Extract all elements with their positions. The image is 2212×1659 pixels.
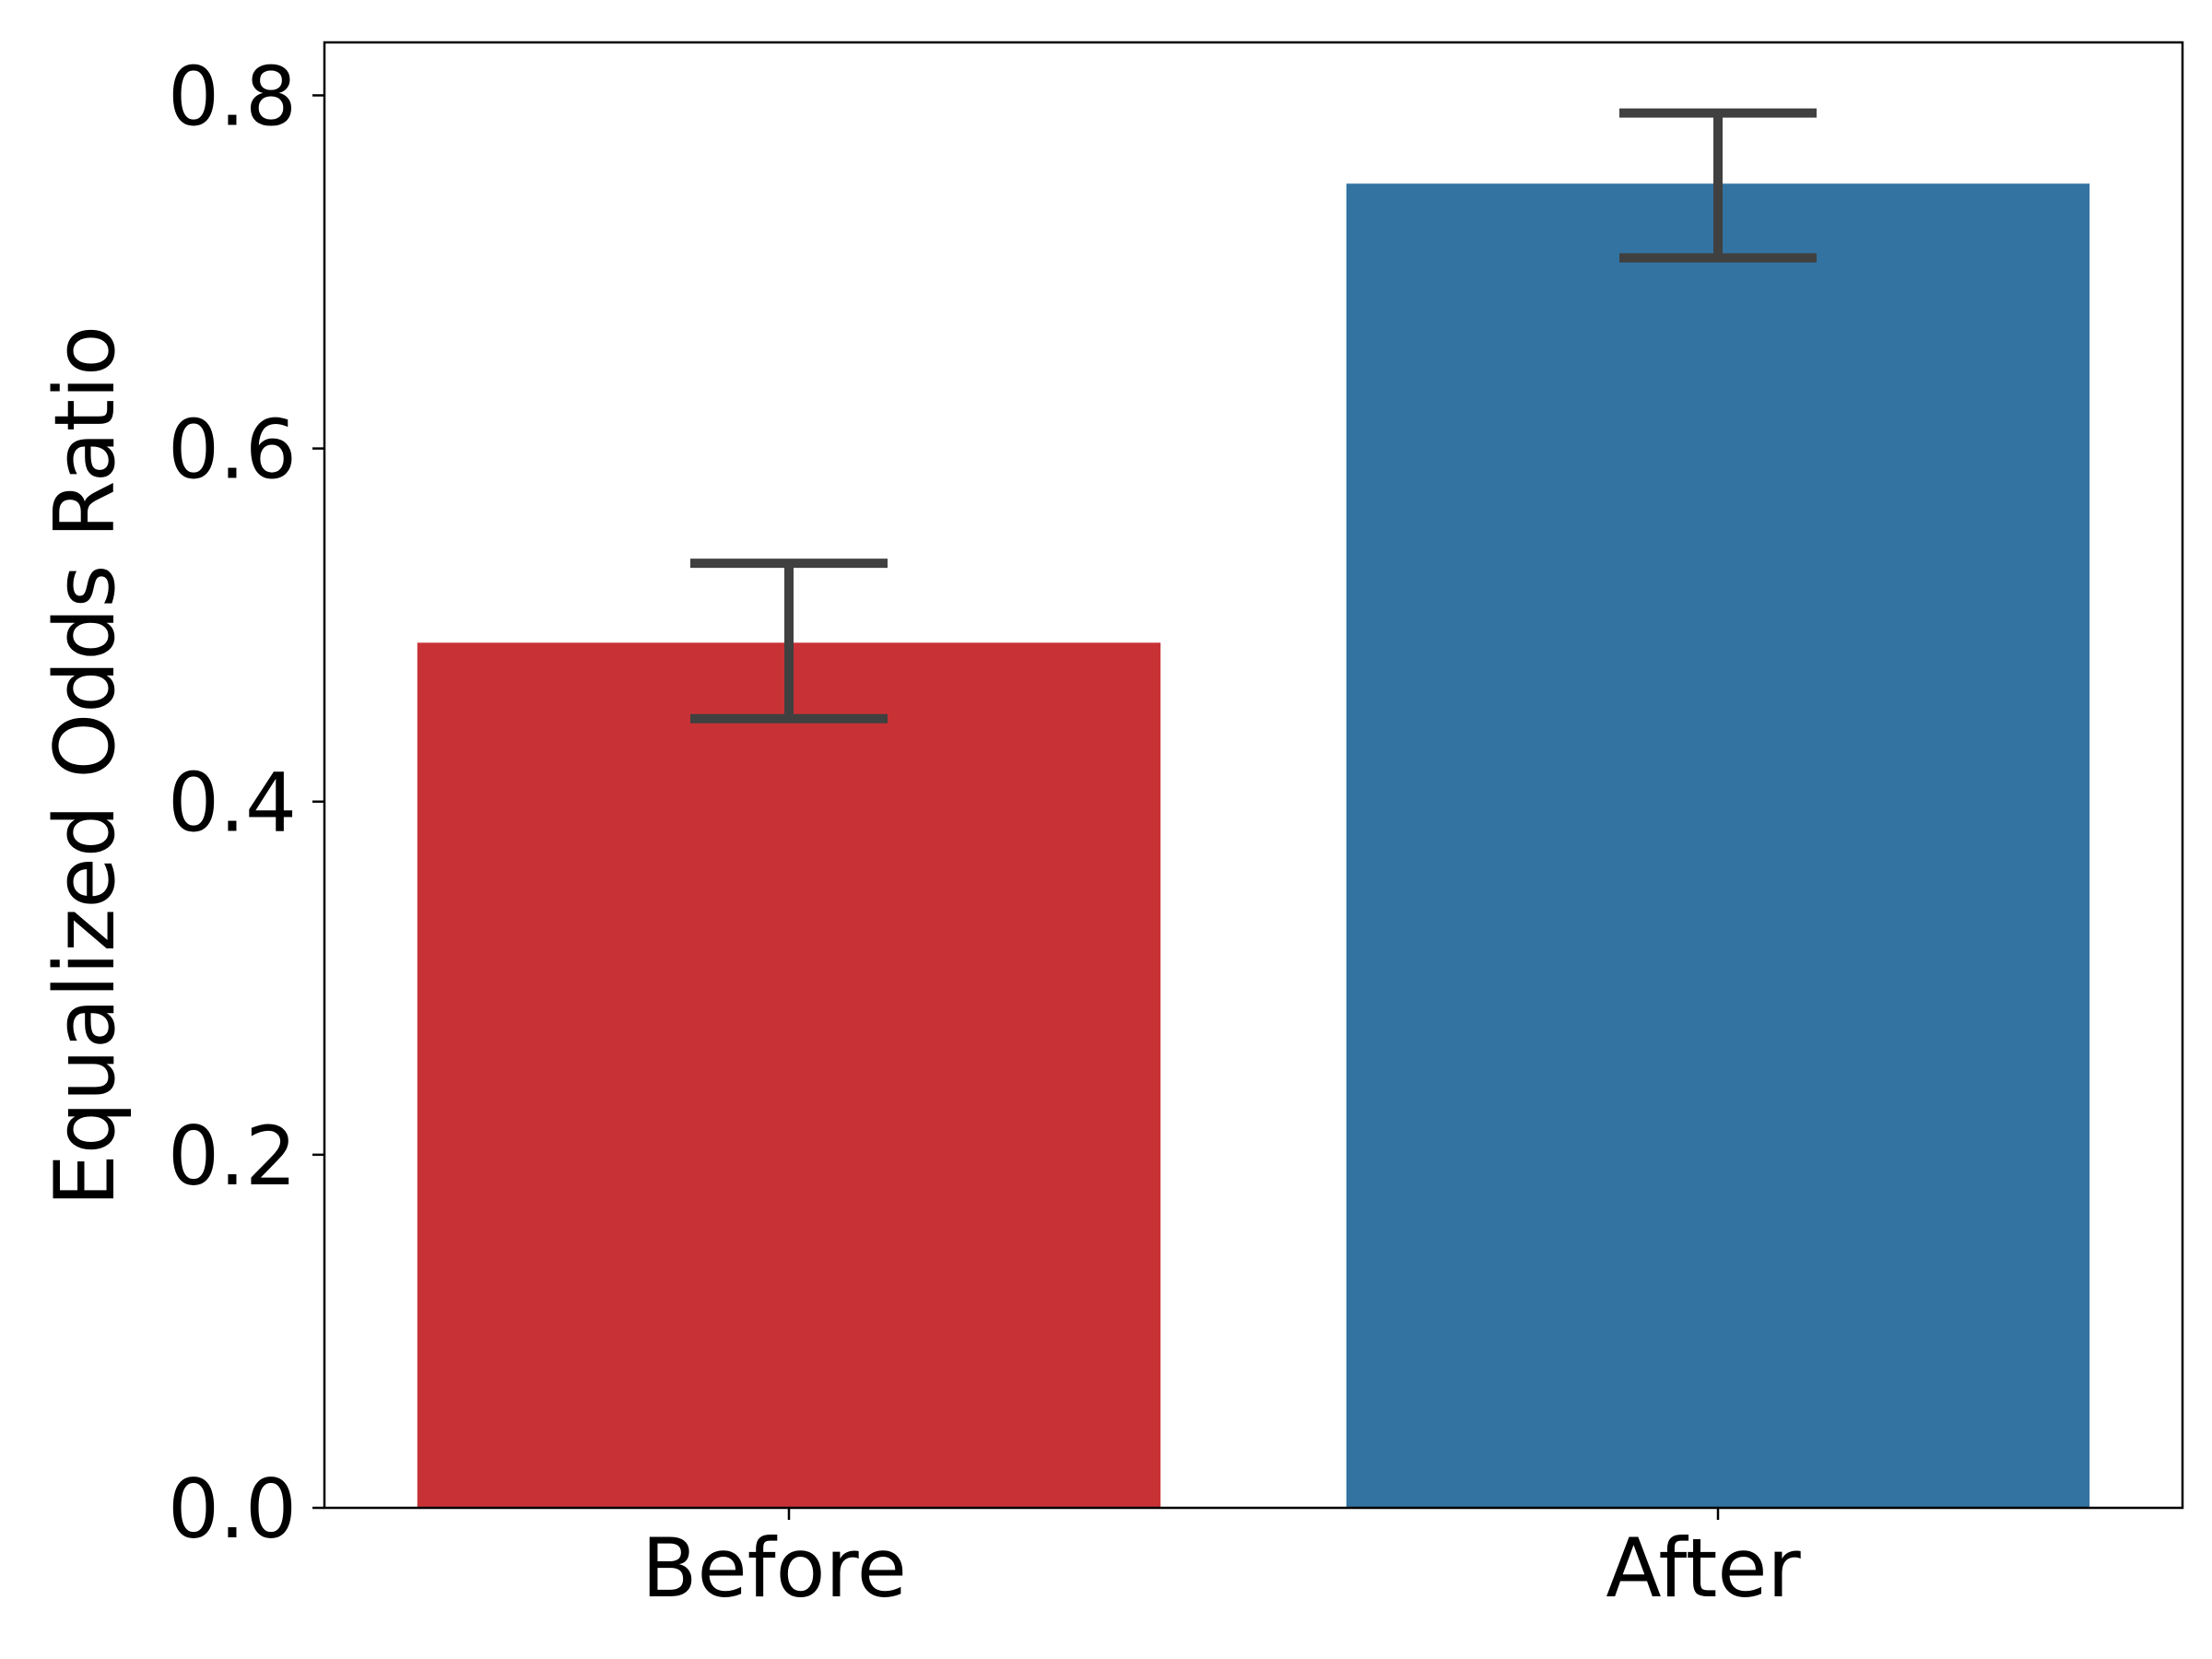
y-tick-label: 0.0 — [168, 1462, 297, 1557]
axis-ticks: Before After 0.0 0.2 0.4 0.6 0.8 — [168, 49, 1801, 1616]
axes-frame — [323, 41, 2184, 1510]
y-tick-label: 0.2 — [168, 1109, 297, 1204]
bar-before — [417, 642, 1161, 1508]
plot-area — [417, 108, 2090, 1508]
x-tick-label-before: Before — [641, 1521, 907, 1616]
y-tick-label: 0.8 — [168, 49, 297, 144]
y-axis-label: Equalized Odds Ratio — [37, 325, 134, 1206]
bar-after — [1346, 183, 2090, 1508]
x-tick-label-after: After — [1606, 1521, 1801, 1616]
error-bar-after — [1619, 108, 1817, 263]
y-tick-label: 0.6 — [168, 403, 297, 498]
y-tick-label: 0.4 — [168, 756, 297, 851]
error-bar-before — [690, 559, 888, 724]
